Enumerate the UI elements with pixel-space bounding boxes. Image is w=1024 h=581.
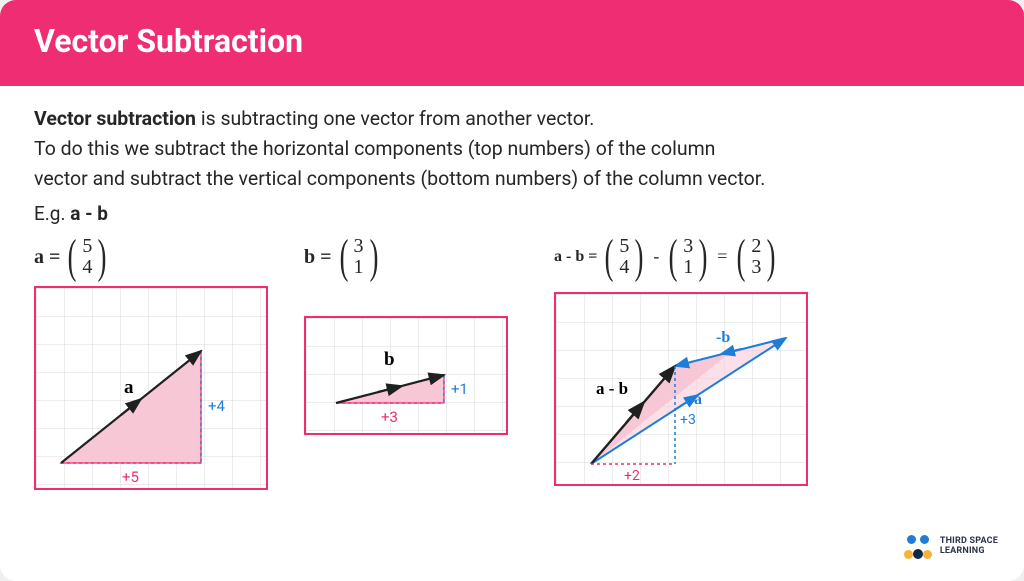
equation-result: a - b = ( 5 4 ) - ( 3 1 [554,236,779,278]
result-vec-1-components: 5 4 [617,236,631,278]
paren-left: ( [669,238,678,275]
r2y: 1 [683,257,693,278]
logo-line-2: LEARNING [940,547,998,557]
intro-line-2: To do this we subtract the horizontal co… [34,134,990,164]
equation-b: b = ( 3 1 ) [304,236,382,278]
diagram-a-dy: +4 [208,397,226,415]
paren-left: ( [339,238,348,275]
vec-a-components: 5 4 [80,236,94,278]
paren-right: ) [699,238,708,275]
diagram-b-dy: +1 [451,380,468,398]
diagram-c-mb-label: -b [716,329,730,346]
paren-right: ) [369,238,378,275]
minus-sign: - [653,243,659,271]
equation-row: a = ( 5 4 ) [34,234,990,490]
paren-right: ) [635,238,644,275]
column-a: a = ( 5 4 ) [34,234,274,490]
diagram-c-a-label: a [694,391,702,408]
r1y: 4 [619,257,629,278]
vec-a-vector: ( 5 4 ) [64,236,110,278]
vec-ab-label: a - b = [554,245,597,270]
logo-text: THIRD SPACE LEARNING [940,537,998,557]
vec-b-label: b = [304,242,332,273]
intro-bold: Vector subtraction [34,107,196,130]
diagram-a-vec-label: a [124,377,134,398]
equation-a: a = ( 5 4 ) [34,236,110,278]
card-body: Vector subtraction is subtracting one ve… [0,86,1024,500]
paren-left: ( [737,238,746,275]
card-header: Vector Subtraction [0,0,1024,86]
page-title: Vector Subtraction [34,22,990,60]
result-vec-2: ( 3 1 ) [665,236,711,278]
paren-left: ( [605,238,614,275]
vec-b-components: 3 1 [352,236,366,278]
paren-left: ( [68,238,77,275]
intro-rest-1: is subtracting one vector from another v… [196,107,594,130]
result-vec-1: ( 5 4 ) [601,236,647,278]
logo-dot-tl [907,535,916,544]
vec-a-label: a = [34,242,60,273]
diagram-c-dy: +3 [680,412,696,428]
diagram-c-dx: +2 [624,468,640,484]
diagram-result-svg: a - b a -b +2 +3 [556,294,806,484]
vec-b-x: 3 [354,236,364,257]
info-card: Vector Subtraction Vector subtraction is… [0,0,1024,581]
column-b: b = ( 3 1 ) [304,234,524,435]
result-vec-2-components: 3 1 [681,236,695,278]
logo-dot-bl [904,550,913,559]
column-result: a - b = ( 5 4 ) - ( 3 1 [554,234,990,486]
diagram-a-svg: a +5 +4 [36,288,266,488]
diagram-a: a +5 +4 [34,286,268,490]
intro-line-3: vector and subtract the vertical compone… [34,164,990,194]
result-vec-3-components: 2 3 [749,236,763,278]
brand-logo: THIRD SPACE LEARNING [904,535,998,559]
diagram-a-dx: +5 [122,468,139,486]
eg-prefix: E.g. [34,202,70,225]
equals-sign: = [717,243,727,271]
diagram-c-ab-label: a - b [596,379,628,398]
vec-a-y: 4 [82,257,92,278]
paren-right: ) [767,238,776,275]
r3x: 2 [751,236,761,257]
diagram-b-dx: +3 [381,408,398,426]
diagram-b-vec-label: b [384,349,395,370]
result-vec-3: ( 2 3 ) [733,236,779,278]
r2x: 3 [683,236,693,257]
diagram-b-svg: b +3 +1 [306,318,506,433]
diagram-result: a - b a -b +2 +3 [554,292,808,486]
vec-b-y: 1 [354,257,364,278]
r3y: 3 [751,257,761,278]
paren-right: ) [98,238,107,275]
vec-b-vector: ( 3 1 ) [336,236,382,278]
vec-a-x: 5 [82,236,92,257]
intro-line-1: Vector subtraction is subtracting one ve… [34,104,990,134]
logo-dot-br [923,550,932,559]
r1x: 5 [619,236,629,257]
diagram-b: b +3 +1 [304,316,508,435]
logo-dot-center [913,549,923,559]
eg-expression: a - b [70,202,108,225]
logo-icon [904,535,932,559]
example-label: E.g. a - b [34,199,990,228]
logo-dot-tr [920,535,929,544]
